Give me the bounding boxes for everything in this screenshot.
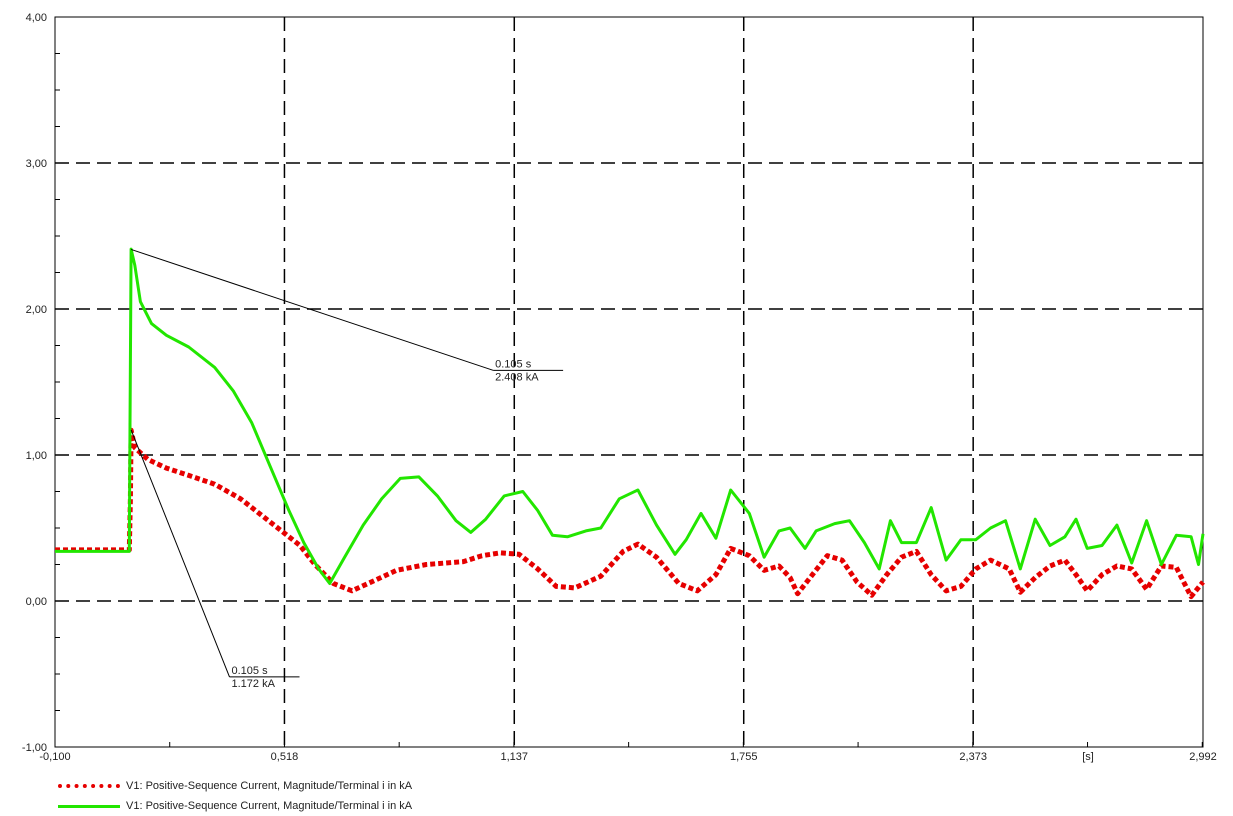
annotation-time-label: 0.105 s (495, 358, 532, 370)
x-unit-label: [s] (1082, 751, 1094, 763)
y-tick-label: -1,00 (22, 742, 47, 754)
y-tick-label: 0,00 (26, 596, 47, 608)
annotation-leader (130, 429, 230, 678)
x-tick-label: -0,100 (39, 751, 70, 763)
y-tick-label: 1,00 (26, 450, 47, 462)
axes: -0,100 0,518 1,137 1,755 2,373 2,992 [s] -1,00 0… (22, 12, 1217, 763)
legend-swatch-red (58, 784, 120, 788)
legend-item-red: V1: Positive-Sequence Current, Magnitude… (58, 776, 412, 796)
chart-canvas: -0,100 0,518 1,137 1,755 2,373 2,992 [s] -1,00 0… (22, 12, 1217, 763)
annotation-leader (130, 248, 494, 371)
annotation-value-label: 1.172 kA (232, 678, 276, 690)
annotation-value-label: 2.408 kA (495, 371, 539, 383)
legend-label: V1: Positive-Sequence Current, Magnitude… (126, 780, 413, 792)
grid (55, 17, 1203, 747)
x-tick-label: 2,373 (959, 751, 987, 763)
x-tick-label: 1,755 (730, 751, 758, 763)
legend-item-green: V1: Positive-Sequence Current, Magnitude… (58, 796, 412, 816)
annotation-time-label: 0.105 s (232, 665, 269, 677)
series-line-green (55, 247, 1205, 585)
y-tick-label: 3,00 (26, 158, 47, 170)
x-tick-label: 0,518 (271, 751, 299, 763)
annotation-layer: 0.105 s2.408 kA0.105 s1.172 kA (130, 248, 564, 690)
x-tick-label: 1,137 (501, 751, 529, 763)
legend: V1: Positive-Sequence Current, Magnitude… (58, 776, 412, 816)
legend-label: V1: Positive-Sequence Current, Magnitude… (126, 800, 413, 812)
legend-swatch-green (58, 804, 120, 808)
series-line-red (55, 427, 1205, 600)
x-tick-label: 2,992 (1189, 751, 1217, 763)
series-layer (55, 247, 1205, 600)
y-tick-label: 4,00 (26, 12, 47, 24)
y-tick-label: 2,00 (26, 304, 47, 316)
